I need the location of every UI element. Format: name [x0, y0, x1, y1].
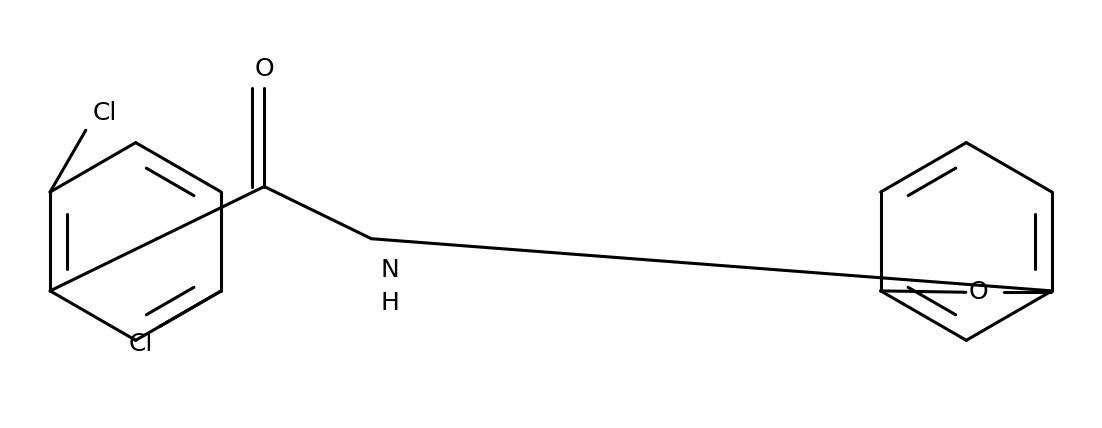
Text: Cl: Cl — [93, 101, 117, 125]
Text: H: H — [381, 291, 400, 315]
Text: O: O — [969, 280, 988, 304]
Text: N: N — [381, 258, 400, 282]
Text: Cl: Cl — [128, 332, 152, 356]
Text: O: O — [255, 57, 274, 81]
